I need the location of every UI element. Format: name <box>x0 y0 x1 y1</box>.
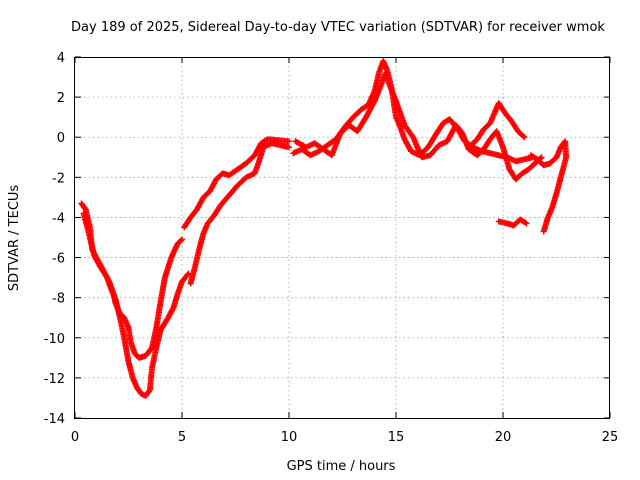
y-tick-label: 0 <box>57 131 65 146</box>
y-tick-label: 2 <box>57 91 65 106</box>
x-tick-label: 5 <box>178 430 186 445</box>
data-series <box>467 100 528 149</box>
data-point <box>286 144 292 151</box>
x-tick-label: 25 <box>602 430 619 445</box>
x-tick-label: 20 <box>495 430 512 445</box>
data-point <box>540 228 547 235</box>
data-series <box>78 200 185 361</box>
y-tick-label: -4 <box>52 211 65 226</box>
data-points <box>78 58 570 399</box>
data-point <box>286 138 292 145</box>
plot-frame <box>74 57 610 419</box>
data-series <box>181 136 292 231</box>
data-series <box>495 216 530 229</box>
data-point <box>177 237 184 244</box>
data-point <box>184 271 191 278</box>
y-tick-label: -14 <box>44 412 65 427</box>
data-series <box>292 70 545 183</box>
x-axis-label: GPS time / hours <box>287 459 396 474</box>
data-point <box>179 236 185 243</box>
y-tick-label: -2 <box>52 171 65 186</box>
data-series <box>527 138 570 235</box>
data-point <box>81 205 88 212</box>
y-tick-label: -6 <box>52 252 65 267</box>
x-tick-label: 15 <box>388 430 405 445</box>
data-series <box>80 210 192 399</box>
y-tick-label: -12 <box>44 372 65 387</box>
data-point <box>521 134 528 141</box>
y-tick-label: 4 <box>57 51 65 66</box>
chart-title: Day 189 of 2025, Sidereal Day-to-day VTE… <box>71 20 605 35</box>
data-series <box>290 58 536 165</box>
data-point <box>538 154 545 161</box>
data-point <box>146 388 153 395</box>
data-point <box>522 219 529 226</box>
data-series <box>187 140 292 287</box>
y-axis-label: SDTVAR / TECUs <box>7 185 22 292</box>
x-tick-label: 0 <box>71 430 79 445</box>
y-tick-label: -10 <box>44 332 65 347</box>
x-tick-label: 10 <box>281 430 298 445</box>
y-tick-label: -8 <box>52 292 65 307</box>
data-point <box>520 133 527 140</box>
data-point <box>523 220 530 227</box>
